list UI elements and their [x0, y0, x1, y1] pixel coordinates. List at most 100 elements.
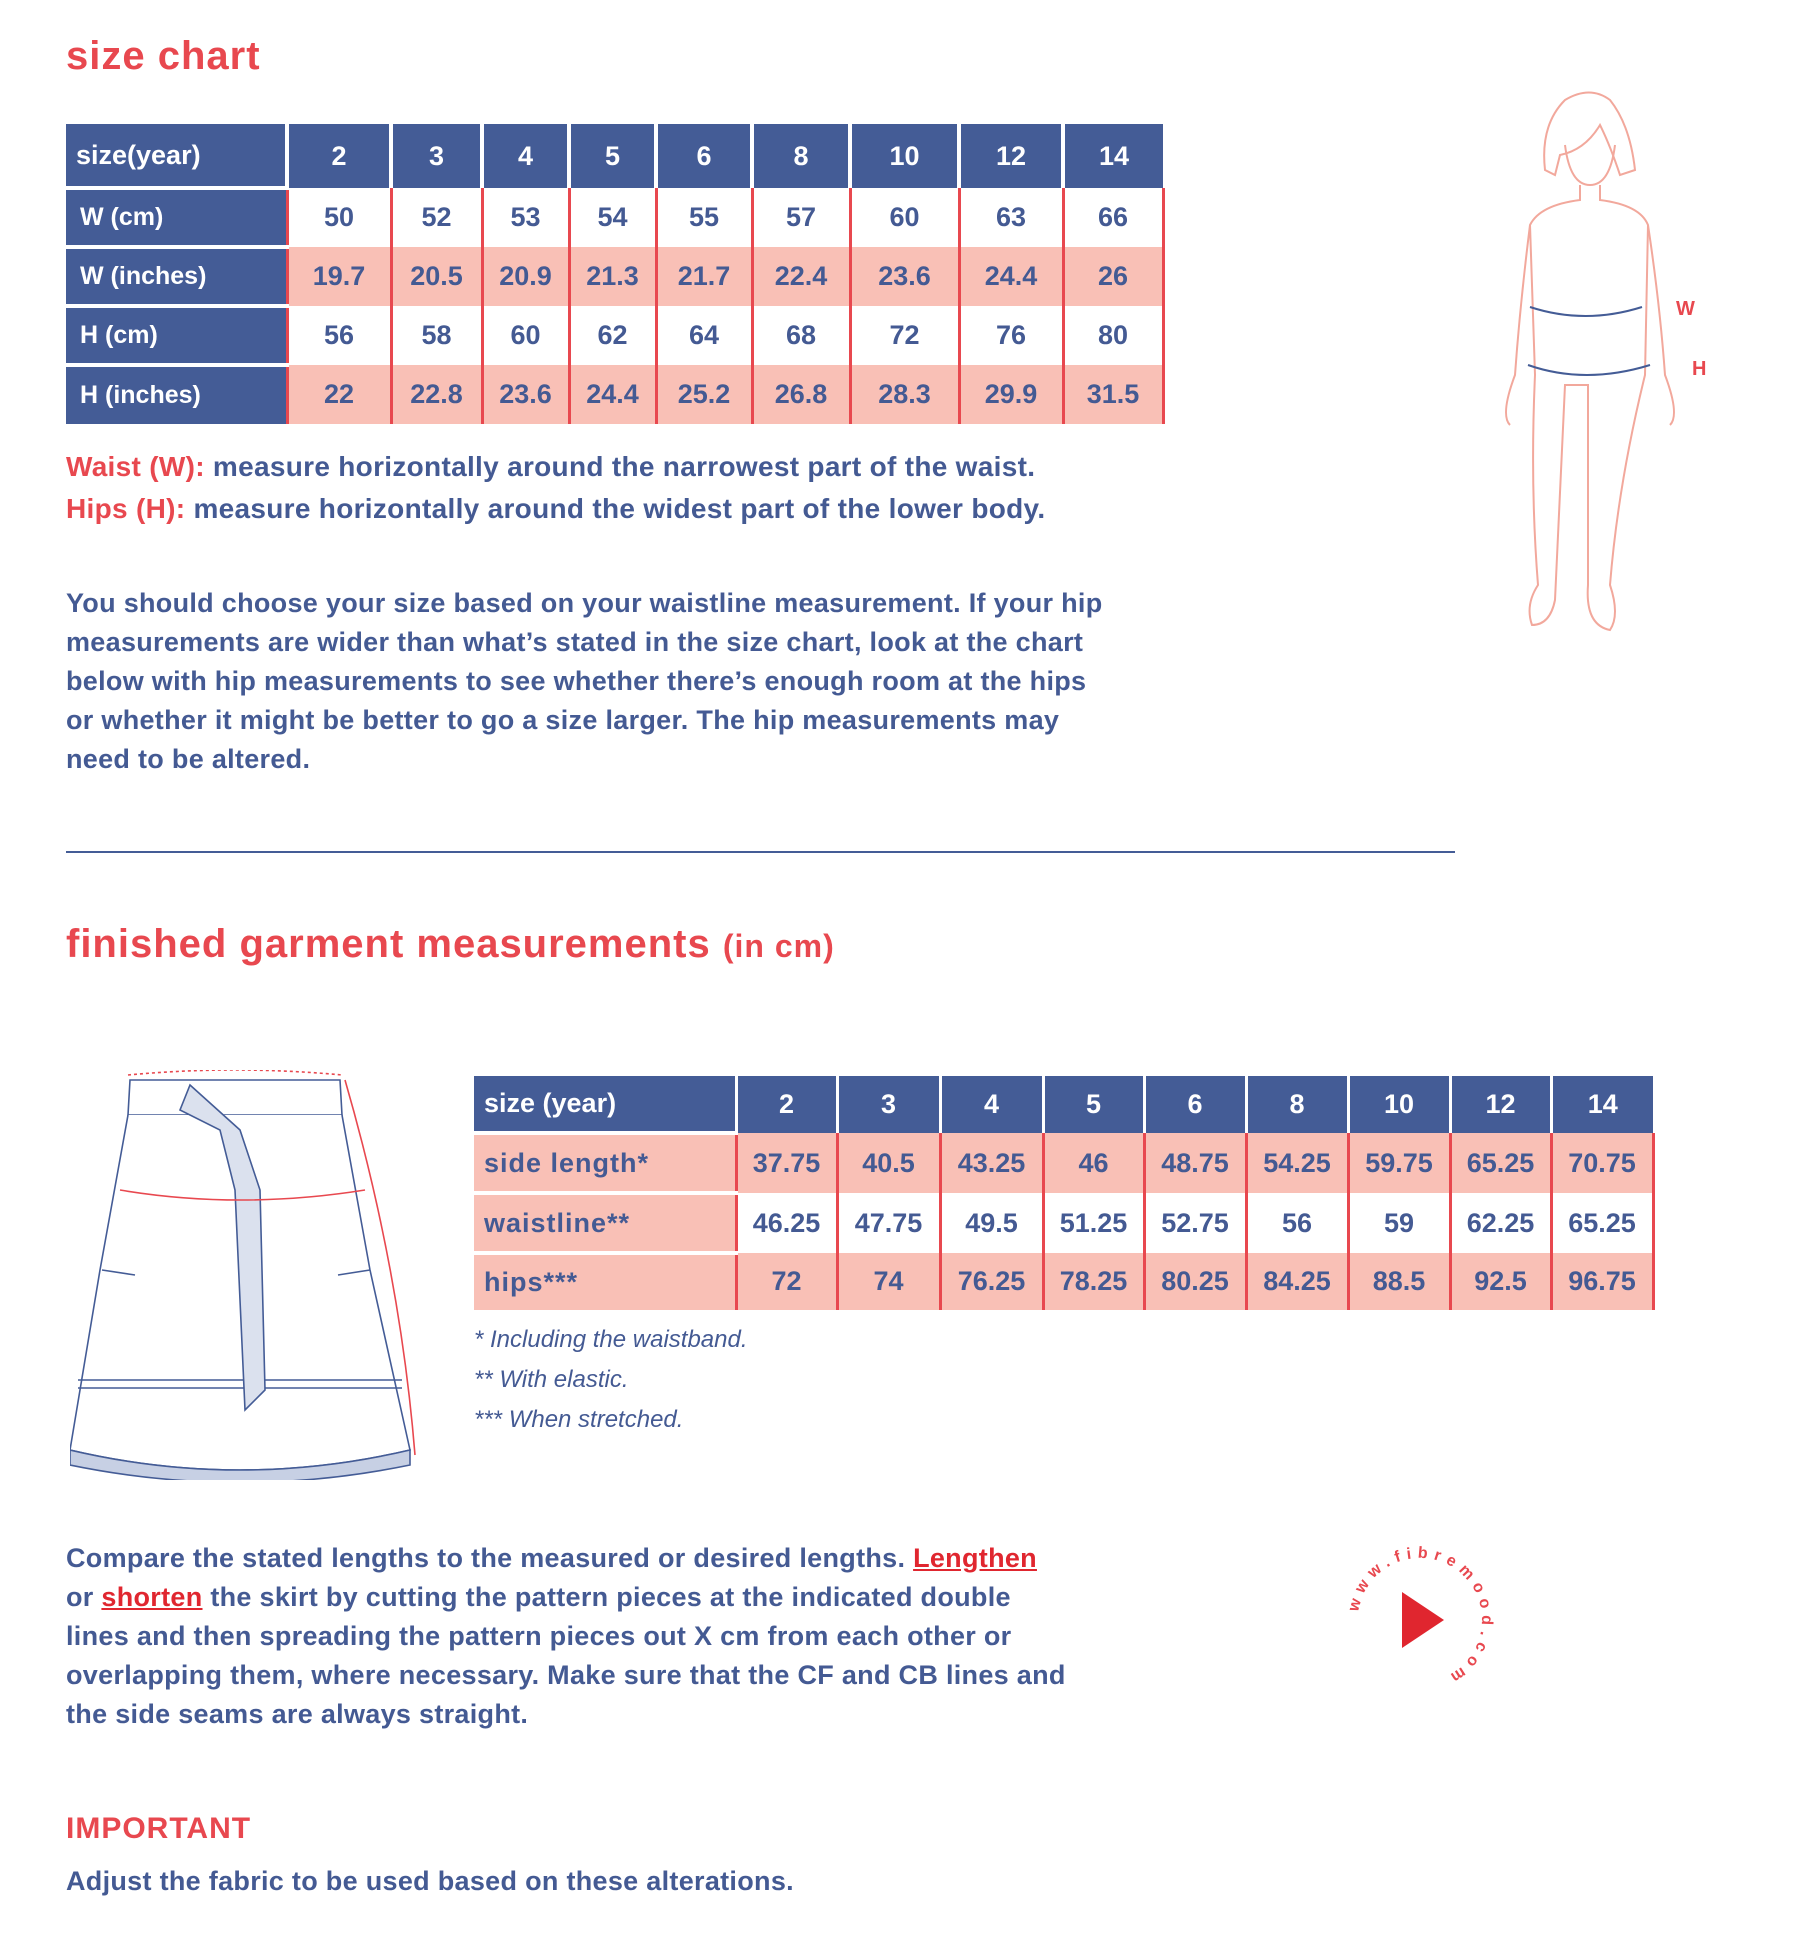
table-cell: 65.25 — [1549, 1193, 1655, 1253]
advice-line: measurements are wider than what’s state… — [66, 627, 1084, 657]
header-size-8: 8 — [750, 124, 850, 188]
header-size-6: 6 — [1142, 1076, 1246, 1133]
advice-line: or whether it might be better to go a si… — [66, 705, 1060, 735]
play-icon[interactable] — [1402, 1592, 1444, 1648]
important-text: Adjust the fabric to be used based on th… — [66, 1866, 794, 1896]
advice-line: below with hip measurements to see wheth… — [66, 666, 1087, 696]
alter-text: Compare the stated lengths to the measur… — [66, 1543, 914, 1573]
fibremood-video-logo[interactable]: www.fibremood.com — [1340, 1540, 1500, 1700]
header-size-12: 12 — [957, 124, 1063, 188]
table-cell: 84.25 — [1244, 1253, 1348, 1310]
table-cell: 24.4 — [567, 365, 656, 424]
size-chart-table: size(year) 2 3 4 5 6 8 10 12 14 W (cm) 50 52 53 54 55 5… — [66, 124, 1165, 424]
table-cell: 56 — [1244, 1193, 1348, 1253]
footnotes: * Including the waistband. ** With elast… — [474, 1320, 748, 1440]
table-cell: 68 — [750, 306, 850, 365]
table-row: side length* 37.75 40.5 43.25 46 48.75 54.25 59… — [474, 1131, 1655, 1193]
table-cell: 20.9 — [480, 247, 569, 306]
header-size-10: 10 — [1346, 1076, 1450, 1133]
table-cell: 60 — [480, 306, 569, 365]
size-chart-title: size chart — [66, 34, 261, 78]
header-size-3: 3 — [835, 1076, 940, 1133]
table-cell: 70.75 — [1549, 1133, 1655, 1193]
header-size-label: size (year) — [474, 1076, 736, 1133]
table-row: H (inches) 22 22.8 23.6 24.4 25.2 26.8 28.3 29.9… — [66, 363, 1165, 424]
table-cell: 66 — [1061, 188, 1165, 247]
header-size-4: 4 — [480, 124, 569, 188]
important-title: IMPORTANT — [66, 1812, 252, 1845]
table-cell: 72 — [848, 306, 959, 365]
table-cell: 25.2 — [654, 365, 752, 424]
table-cell: 58 — [389, 306, 482, 365]
table-cell: 96.75 — [1549, 1253, 1655, 1310]
alter-text: or — [66, 1582, 102, 1612]
table-cell: 80.25 — [1142, 1253, 1246, 1310]
row-label: W (inches) — [66, 245, 287, 306]
table-header: size(year) 2 3 4 5 6 8 10 12 14 — [66, 124, 1163, 188]
table-cell: 21.3 — [567, 247, 656, 306]
garment-title: finished garment measurements (in cm) — [66, 922, 835, 967]
waist-label: Waist (W): — [66, 451, 205, 482]
hips-marker-label: H — [1692, 358, 1706, 380]
table-cell: 26 — [1061, 247, 1165, 306]
waist-definition: Waist (W): measure horizontally around t… — [66, 447, 1035, 486]
table-cell: 57 — [750, 188, 850, 247]
table-row: waistline** 46.25 47.75 49.5 51.25 52.75 56 59 6… — [474, 1191, 1655, 1253]
table-cell: 22.4 — [750, 247, 850, 306]
table-cell: 23.6 — [848, 247, 959, 306]
row-label: hips*** — [474, 1251, 736, 1310]
row-label: side length* — [474, 1131, 736, 1193]
table-cell: 23.6 — [480, 365, 569, 424]
skirt-illustration — [70, 1070, 416, 1480]
header-size-2: 2 — [285, 124, 391, 188]
table-row: W (cm) 50 52 53 54 55 57 60 63 66 — [66, 186, 1165, 247]
size-advice: You should choose your size based on you… — [66, 584, 1103, 779]
table-cell: 72 — [734, 1253, 837, 1310]
table-cell: 92.5 — [1448, 1253, 1551, 1310]
body-figure-illustration: W H — [1505, 91, 1706, 632]
table-cell: 80 — [1061, 306, 1165, 365]
table-cell: 54.25 — [1244, 1133, 1348, 1193]
row-label: waistline** — [474, 1191, 736, 1253]
table-cell: 60 — [848, 188, 959, 247]
table-cell: 59.75 — [1346, 1133, 1450, 1193]
footnote: ** With elastic. — [474, 1366, 629, 1393]
table-cell: 48.75 — [1142, 1133, 1246, 1193]
table-cell: 64 — [654, 306, 752, 365]
advice-line: need to be altered. — [66, 744, 311, 774]
table-cell: 43.25 — [938, 1133, 1043, 1193]
footnote: * Including the waistband. — [474, 1326, 748, 1353]
header-size-12: 12 — [1448, 1076, 1551, 1133]
table-cell: 37.75 — [734, 1133, 837, 1193]
row-label: H (inches) — [66, 363, 287, 424]
alter-text: the skirt by cutting the pattern pieces … — [202, 1582, 1011, 1612]
table-cell: 49.5 — [938, 1193, 1043, 1253]
shorten-link[interactable]: shorten — [101, 1582, 203, 1612]
table-cell: 62 — [567, 306, 656, 365]
section-divider — [66, 851, 1455, 853]
header-size-6: 6 — [654, 124, 752, 188]
table-cell: 55 — [654, 188, 752, 247]
table-cell: 26.8 — [750, 365, 850, 424]
table-cell: 62.25 — [1448, 1193, 1551, 1253]
table-cell: 54 — [567, 188, 656, 247]
table-cell: 65.25 — [1448, 1133, 1551, 1193]
header-size-5: 5 — [567, 124, 656, 188]
table-cell: 46.25 — [734, 1193, 837, 1253]
table-cell: 76 — [957, 306, 1063, 365]
table-row: H (cm) 56 58 60 62 64 68 72 76 80 — [66, 304, 1165, 365]
hips-text: measure horizontally around the widest p… — [185, 493, 1046, 524]
header-size-2: 2 — [734, 1076, 837, 1133]
garment-table: size (year) 2 3 4 5 6 8 10 12 14 side length* 37.7… — [474, 1076, 1655, 1310]
table-cell: 52.75 — [1142, 1193, 1246, 1253]
alter-text: lines and then spreading the pattern pie… — [66, 1621, 1012, 1651]
table-cell: 50 — [285, 188, 391, 247]
alter-text: the side seams are always straight. — [66, 1699, 529, 1729]
lengthen-link[interactable]: Lengthen — [913, 1543, 1037, 1573]
garment-title-text: finished garment measurements — [66, 922, 711, 966]
table-cell: 47.75 — [835, 1193, 940, 1253]
table-cell: 51.25 — [1041, 1193, 1144, 1253]
table-cell: 22.8 — [389, 365, 482, 424]
row-label: H (cm) — [66, 304, 287, 365]
